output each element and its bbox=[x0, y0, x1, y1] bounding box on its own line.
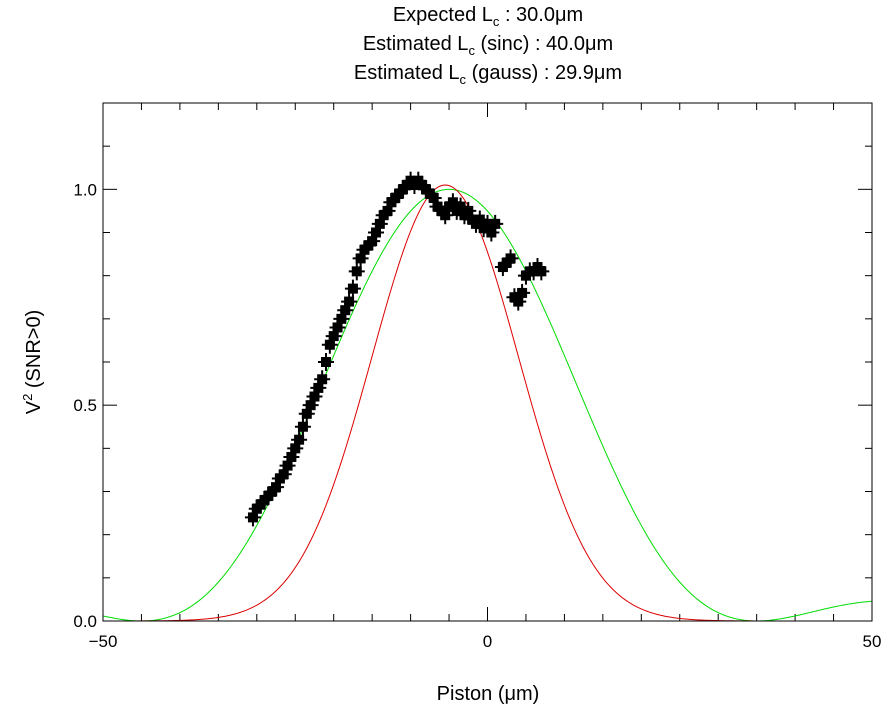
x-axis-label: Piston (μm) bbox=[437, 683, 540, 705]
title-line-3: Estimated Lc (gauss) : 29.9μm bbox=[354, 62, 622, 87]
data-point bbox=[344, 279, 361, 298]
data-point bbox=[318, 353, 335, 371]
x-tick-label: 50 bbox=[863, 632, 882, 651]
y-axis-label: V2 (SNR>0) bbox=[20, 310, 45, 414]
x-tick-label: 0 bbox=[483, 632, 492, 651]
sinc-fit-curve bbox=[102, 188, 873, 622]
data-point bbox=[502, 249, 519, 268]
gauss-fit-curve bbox=[103, 184, 872, 622]
data-point bbox=[514, 283, 531, 302]
plot-frame bbox=[102, 102, 873, 622]
title-line-1: Expected Lc : 30.0μm bbox=[393, 4, 583, 29]
y-tick-label: 0.0 bbox=[73, 612, 97, 631]
data-point bbox=[294, 417, 311, 436]
y-tick-label: 1.0 bbox=[73, 180, 97, 199]
data-point bbox=[487, 214, 504, 233]
data-point bbox=[341, 292, 358, 311]
data-points bbox=[244, 171, 550, 527]
data-point bbox=[291, 430, 308, 449]
data-point bbox=[314, 370, 331, 389]
data-point bbox=[348, 262, 365, 281]
axis-ticks bbox=[102, 102, 873, 622]
x-tick-label: −50 bbox=[89, 632, 118, 651]
fit-curves bbox=[102, 184, 873, 622]
y-tick-label: 0.5 bbox=[73, 396, 97, 415]
data-point bbox=[533, 262, 550, 281]
title-line-2: Estimated Lc (sinc) : 40.0μm bbox=[363, 33, 613, 58]
tick-labels: −50 0 50 0.0 0.5 1.0 bbox=[73, 180, 881, 651]
